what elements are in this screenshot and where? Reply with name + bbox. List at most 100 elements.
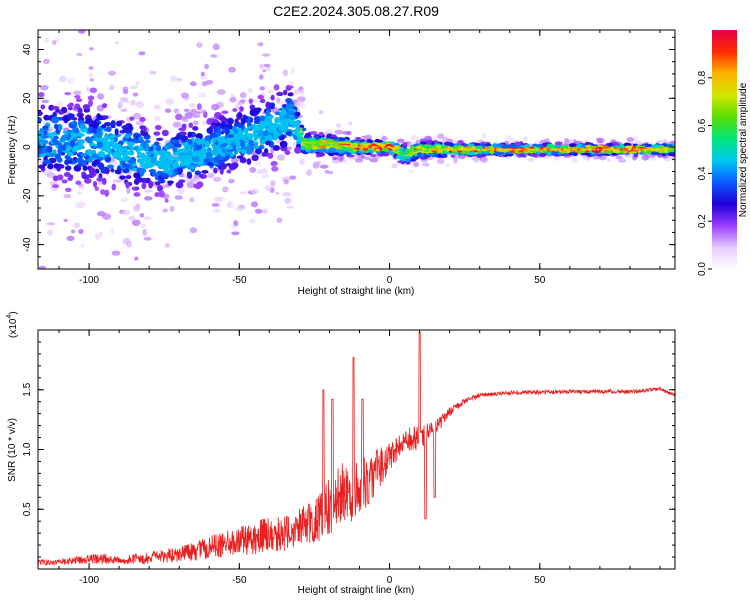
spectrogram-cell xyxy=(272,134,279,139)
x-tick-label: 0 xyxy=(387,575,393,586)
spectrogram-cell xyxy=(77,139,85,144)
spectrogram-cell xyxy=(61,134,68,140)
spectrogram-cell xyxy=(174,266,183,269)
spectrogram-cell xyxy=(216,129,222,137)
spectrogram-cell xyxy=(354,158,364,163)
spectrogram-cell xyxy=(285,97,293,104)
spectrogram-cell xyxy=(221,142,228,148)
spectrogram-cell xyxy=(135,101,145,108)
spectrogram-cell xyxy=(194,137,201,143)
spectrogram-cell xyxy=(176,156,181,160)
spectrogram-cell xyxy=(475,145,484,150)
colorbar: 0.0 0.2 0.4 0.6 0.8 Normalized spectral ampl… xyxy=(697,30,749,276)
spectrogram-cell xyxy=(319,164,329,169)
spectrogram-cell xyxy=(395,154,404,160)
spectrogram-cell xyxy=(213,196,223,203)
spectrogram-cell xyxy=(489,149,495,155)
spectrogram-cell xyxy=(216,89,226,95)
spectrogram-cell xyxy=(276,217,283,223)
spectrogram-cell xyxy=(272,144,281,152)
spectrogram-cell xyxy=(88,66,94,70)
spectrogram-cell xyxy=(213,167,218,174)
x-tick-label: 50 xyxy=(534,275,546,286)
spectrogram-cell xyxy=(295,127,301,133)
spectrogram-cell xyxy=(46,172,56,179)
spectrogram-cell xyxy=(114,41,120,45)
spectrogram-cell xyxy=(338,138,346,142)
spectrogram-cell xyxy=(279,119,285,123)
spectrogram-cell xyxy=(188,103,196,108)
colorbar-gradient xyxy=(712,30,737,269)
snr-x-ticks: -100 -50 0 50 xyxy=(58,330,661,586)
spectrogram-cell xyxy=(63,116,69,124)
spectrogram-cell xyxy=(250,188,260,195)
y-tick-label: 40 xyxy=(22,44,33,56)
spectrogram-cell xyxy=(155,145,162,151)
spectrogram-cell xyxy=(246,158,252,165)
spectrogram-y-ticks: -40 -20 0 20 40 xyxy=(22,36,675,258)
spectrogram-cell xyxy=(550,151,559,156)
spectrogram-cell xyxy=(608,143,613,147)
spectrogram-cell xyxy=(236,147,241,153)
spectrogram-cell xyxy=(73,222,81,229)
spectrogram-cell xyxy=(161,129,169,137)
spectrogram-cell xyxy=(452,139,458,143)
spectrogram-cell xyxy=(84,177,92,184)
spectrogram-cell xyxy=(186,156,194,161)
spectrogram-cell xyxy=(204,141,210,148)
spectrogram-cell xyxy=(510,143,517,149)
spectrogram-cell xyxy=(366,139,374,143)
spectrogram-cell xyxy=(484,143,492,147)
spectrogram-cell xyxy=(409,145,416,150)
spectrogram-cell xyxy=(64,165,72,171)
spectrogram-cell xyxy=(294,111,301,117)
spectrogram-cell xyxy=(283,179,289,185)
spectrogram-cell xyxy=(77,30,86,34)
spectrogram-cell xyxy=(96,141,103,148)
spectrogram-cell xyxy=(235,207,243,212)
spectrogram-cell xyxy=(633,135,639,142)
spectrogram-cell xyxy=(288,119,294,126)
spectrogram-cell xyxy=(132,92,139,97)
spectrogram-cell xyxy=(282,192,292,197)
spectrogram-cell xyxy=(276,97,281,104)
spectrogram-cell xyxy=(62,130,69,134)
spectrogram-cell xyxy=(258,74,264,80)
spectrogram-cell xyxy=(220,117,228,124)
spectrogram-cell xyxy=(481,132,487,139)
spectrogram-cell xyxy=(270,180,276,187)
spectrogram-cell xyxy=(135,202,141,209)
spectrogram-cell xyxy=(247,147,253,152)
spectrogram-cell xyxy=(419,138,428,142)
spectrogram-cell xyxy=(469,151,476,156)
spectrogram-cell xyxy=(130,85,138,89)
spectrogram-cell xyxy=(303,134,311,139)
spectrogram-cell xyxy=(63,172,71,178)
spectrogram-cell xyxy=(39,131,44,136)
spectrogram-cell xyxy=(230,93,236,98)
spectrogram-cell xyxy=(259,98,266,104)
spectrogram-cell xyxy=(206,127,214,134)
spectrogram-cell xyxy=(667,152,675,157)
spectrogram-cell xyxy=(238,112,243,119)
spectrogram-cell xyxy=(311,145,318,150)
spectrogram-cell xyxy=(554,145,562,149)
spectrogram-cell xyxy=(163,164,168,170)
spectrogram-cell xyxy=(41,99,50,104)
spectrogram-cell xyxy=(253,136,258,141)
spectrogram-cell xyxy=(167,169,173,176)
snr-y-ticks: 0.5 1.0 1.5 xyxy=(22,341,675,558)
spectrogram-cell xyxy=(164,243,170,248)
spectrogram-cell xyxy=(476,150,483,154)
spectrogram-cell xyxy=(264,140,271,146)
spectrogram-cell xyxy=(334,129,344,135)
spectrogram-cell xyxy=(72,127,80,134)
spectrogram-cell xyxy=(641,154,649,161)
spectrogram-cell xyxy=(252,145,260,150)
spectrogram-cell xyxy=(349,139,356,144)
spectrogram-cell xyxy=(96,177,103,182)
spectrogram-cell xyxy=(88,167,96,175)
spectrogram-cell xyxy=(178,179,186,184)
spectrogram-cell xyxy=(104,189,110,197)
spectrogram-cell xyxy=(209,125,217,129)
